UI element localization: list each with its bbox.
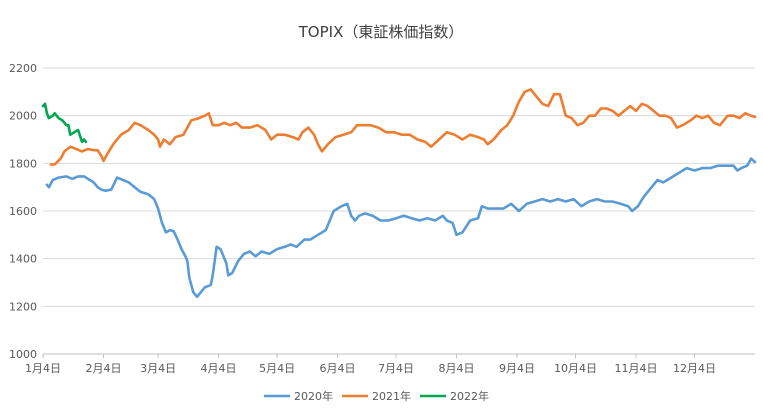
y-tick-label: 1600 bbox=[9, 205, 37, 218]
x-tick-label: 6月4日 bbox=[320, 362, 356, 375]
legend-label: 2020年 bbox=[294, 389, 333, 403]
chart-title: TOPIX（東証株価指数） bbox=[298, 23, 464, 41]
y-tick-label: 1000 bbox=[9, 348, 37, 361]
x-tick-label: 8月4日 bbox=[439, 362, 475, 375]
y-tick-label: 2200 bbox=[9, 62, 37, 75]
y-tick-label: 1200 bbox=[9, 300, 37, 313]
gridlines bbox=[43, 67, 755, 355]
series-line-1 bbox=[45, 157, 757, 299]
y-tick-label: 1800 bbox=[9, 157, 37, 170]
legend-label: 2021年 bbox=[372, 389, 411, 403]
series-lines bbox=[41, 88, 757, 299]
x-tick-label: 1月4日 bbox=[25, 362, 61, 375]
y-tick-label: 2000 bbox=[9, 110, 37, 123]
x-tick-label: 3月4日 bbox=[140, 362, 176, 375]
series-line-3 bbox=[41, 102, 88, 144]
x-tick-label: 4月4日 bbox=[201, 362, 237, 375]
y-tick-label: 1400 bbox=[9, 253, 37, 266]
y-axis: 1000 1200 1400 1600 1800 2000 2200 bbox=[9, 62, 37, 361]
x-tick-label: 9月4日 bbox=[499, 362, 535, 375]
legend-label: 2022年 bbox=[450, 389, 489, 403]
x-tick-label: 7月4日 bbox=[378, 362, 414, 375]
x-tick-label: 11月4日 bbox=[615, 362, 658, 375]
x-tick-label: 10月4日 bbox=[554, 362, 597, 375]
x-tick-label: 12月4日 bbox=[673, 362, 716, 375]
series-line-2 bbox=[49, 88, 757, 166]
legend: 2020年 2021年 2022年 bbox=[264, 389, 489, 403]
x-tick-label: 5月4日 bbox=[259, 362, 295, 375]
x-tick-label: 2月4日 bbox=[85, 362, 121, 375]
x-axis: 1月4日 2月4日 3月4日 4月4日 5月4日 6月4日 7月4日 8月4日 9月4日 10月4… bbox=[25, 354, 716, 375]
